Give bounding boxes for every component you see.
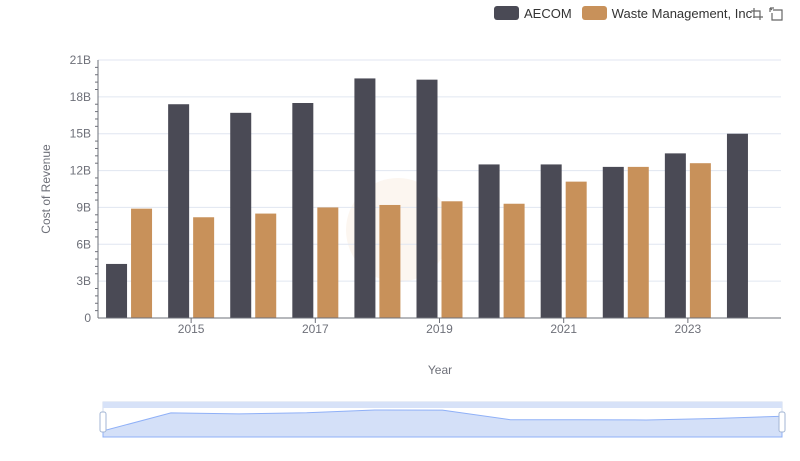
data-zoom-slider[interactable] bbox=[99, 401, 786, 438]
legend-label-aecom: AECOM bbox=[524, 5, 572, 21]
bar-waste-management-inc-2015[interactable] bbox=[193, 217, 215, 318]
y-tick-label: 6B bbox=[76, 237, 91, 251]
bar-aecom-2021[interactable] bbox=[540, 164, 562, 318]
bar-aecom-2014[interactable] bbox=[106, 263, 128, 318]
y-tick-label: 9B bbox=[76, 200, 91, 214]
bar-aecom-2015[interactable] bbox=[168, 104, 190, 318]
bar-aecom-2022[interactable] bbox=[602, 166, 624, 318]
bar-waste-management-inc-2020[interactable] bbox=[503, 203, 525, 318]
slider-top-bar[interactable] bbox=[103, 402, 782, 408]
y-tick-label: 18B bbox=[70, 90, 91, 104]
x-tick-label: 2019 bbox=[426, 322, 453, 336]
restore-icon[interactable] bbox=[768, 6, 784, 22]
bar-aecom-2024[interactable] bbox=[726, 133, 748, 318]
y-tick-label: 3B bbox=[76, 274, 91, 288]
slider-preview-area bbox=[102, 409, 783, 438]
bar-waste-management-inc-2016[interactable] bbox=[255, 213, 277, 318]
y-tick-label: 21B bbox=[70, 53, 91, 67]
bar-aecom-2023[interactable] bbox=[664, 153, 686, 318]
x-tick-label: 2021 bbox=[550, 322, 577, 336]
bar-waste-management-inc-2023[interactable] bbox=[689, 163, 711, 318]
bar-waste-management-inc-2022[interactable] bbox=[627, 166, 649, 318]
legend: AECOM Waste Management, Inc. bbox=[494, 4, 766, 22]
slider-handle-left[interactable] bbox=[99, 411, 107, 433]
toolbox bbox=[746, 6, 784, 22]
zoom-icon[interactable] bbox=[749, 6, 765, 22]
bar-waste-management-inc-2018[interactable] bbox=[379, 204, 401, 318]
bar-aecom-2017[interactable] bbox=[292, 103, 314, 318]
slider-handle-right[interactable] bbox=[778, 411, 786, 433]
bar-aecom-2018[interactable] bbox=[354, 78, 376, 318]
bar-waste-management-inc-2017[interactable] bbox=[317, 207, 339, 318]
y-tick-label: 0 bbox=[84, 311, 91, 325]
x-tick-label: 2023 bbox=[675, 322, 702, 336]
x-axis-title: Year bbox=[428, 363, 452, 377]
bar-aecom-2019[interactable] bbox=[416, 79, 438, 319]
bar-aecom-2016[interactable] bbox=[230, 112, 252, 318]
legend-swatch-waste-management bbox=[581, 6, 607, 20]
bar-aecom-2020[interactable] bbox=[478, 164, 500, 318]
legend-swatch-aecom bbox=[494, 6, 519, 20]
y-tick-label: 12B bbox=[70, 164, 91, 178]
axes: 0 3B 6B 9B 12B 15B 18B 21B 2015 2017 2019 2021 2023 bbox=[70, 53, 781, 336]
y-tick-label: 15B bbox=[70, 127, 91, 141]
bar-waste-management-inc-2019[interactable] bbox=[441, 201, 463, 318]
legend-item-waste-management[interactable]: Waste Management, Inc. bbox=[581, 5, 756, 21]
legend-label-waste-management: Waste Management, Inc. bbox=[611, 5, 756, 21]
y-axis-title: Cost of Revenue bbox=[39, 144, 53, 234]
legend-item-aecom[interactable]: AECOM bbox=[494, 6, 572, 21]
x-tick-label: 2015 bbox=[178, 322, 205, 336]
bars bbox=[106, 78, 748, 319]
x-tick-label: 2017 bbox=[302, 322, 329, 336]
bar-waste-management-inc-2014[interactable] bbox=[131, 208, 153, 318]
bar-waste-management-inc-2021[interactable] bbox=[565, 181, 587, 318]
